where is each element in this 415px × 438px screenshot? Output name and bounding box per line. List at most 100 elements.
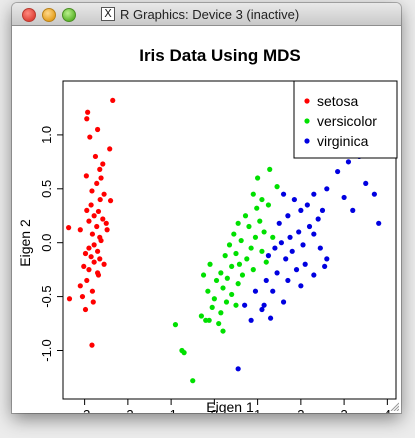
point-versicolor	[205, 288, 211, 294]
point-virginica	[311, 231, 317, 237]
y-tick-label: -1.0	[39, 339, 54, 361]
point-versicolor	[250, 191, 256, 197]
zoom-button[interactable]	[62, 8, 76, 22]
point-versicolor	[265, 202, 272, 208]
x11-icon: X	[101, 7, 115, 21]
point-versicolor	[181, 350, 187, 356]
point-setosa	[86, 267, 92, 273]
x-tick-label: -1	[165, 407, 177, 413]
x-tick-label: 3	[340, 407, 347, 413]
point-virginica	[296, 229, 302, 235]
y-tick-label: -0.5	[39, 285, 54, 307]
point-setosa	[90, 299, 96, 305]
point-setosa	[88, 202, 94, 208]
point-versicolor	[270, 234, 276, 240]
y-tick-label: 1.0	[39, 126, 54, 144]
x-tick-label: 1	[254, 407, 261, 413]
point-setosa	[89, 188, 95, 194]
legend-box	[293, 80, 398, 159]
legend-label-setosa: setosa	[317, 93, 358, 109]
point-setosa	[107, 198, 114, 204]
x-tick-label: -3	[79, 407, 91, 413]
point-setosa	[89, 288, 96, 294]
point-virginica	[319, 207, 326, 213]
point-setosa	[103, 220, 109, 226]
point-setosa	[66, 296, 73, 302]
point-versicolor	[211, 296, 217, 302]
axes: -3 -2 -1 0 1 2 3 4 -1.0 -0.5 0.0 0.5 1.0	[39, 126, 391, 413]
point-virginica	[311, 272, 317, 278]
point-virginica	[345, 159, 352, 165]
point-versicolor	[239, 272, 246, 278]
point-virginica	[285, 213, 291, 219]
point-versicolor	[190, 378, 196, 384]
point-versicolor	[236, 261, 243, 267]
point-versicolor	[235, 220, 241, 226]
point-setosa	[100, 216, 106, 222]
point-virginica	[259, 306, 265, 313]
point-versicolor	[206, 317, 212, 323]
point-versicolor	[259, 248, 265, 254]
legend: setosa versicolor virginica	[293, 80, 398, 159]
point-virginica	[289, 248, 295, 254]
point-setosa	[82, 250, 89, 257]
point-virginica	[341, 194, 347, 201]
point-setosa	[104, 227, 110, 233]
point-setosa	[97, 256, 103, 262]
point-versicolor	[261, 229, 267, 235]
point-setosa	[97, 166, 103, 172]
point-virginica	[280, 299, 287, 305]
resize-grip-icon[interactable]	[389, 401, 399, 411]
title-bar[interactable]: X R Graphics: Device 3 (inactive)	[12, 3, 401, 26]
point-setosa	[91, 242, 97, 248]
point-setosa	[101, 191, 107, 197]
legend-marker-setosa	[304, 98, 310, 104]
point-versicolor	[229, 291, 235, 298]
legend-marker-versicolor	[304, 118, 310, 124]
close-button[interactable]	[22, 8, 36, 22]
point-versicolor	[238, 237, 244, 244]
r-graphics-window: X R Graphics: Device 3 (inactive) Iris D…	[12, 3, 401, 413]
x-tick-label: 0	[211, 407, 218, 413]
point-virginica	[304, 202, 310, 208]
point-virginica	[293, 267, 300, 273]
point-virginica	[276, 220, 282, 226]
point-setosa	[110, 97, 116, 104]
point-setosa	[89, 342, 95, 348]
point-setosa	[100, 161, 106, 167]
plot-frame	[62, 80, 397, 400]
point-setosa	[82, 306, 89, 313]
legend-label-virginica: virginica	[317, 133, 369, 149]
point-setosa	[91, 213, 97, 219]
point-setosa	[98, 175, 104, 181]
point-versicolor	[216, 320, 222, 327]
point-versicolor	[213, 277, 220, 284]
point-versicolor	[257, 218, 263, 224]
point-setosa	[86, 218, 92, 224]
point-versicolor	[244, 256, 250, 262]
y-tick-label: 0.0	[39, 234, 54, 252]
point-virginica	[291, 196, 297, 203]
point-versicolor	[250, 267, 256, 273]
point-virginica	[371, 191, 377, 197]
y-axis-label: Eigen 2	[17, 219, 33, 267]
point-virginica	[324, 186, 330, 192]
point-versicolor	[218, 270, 224, 276]
point-versicolor	[200, 272, 207, 278]
point-virginica	[324, 256, 330, 262]
point-setosa	[77, 227, 83, 233]
point-virginica	[261, 302, 267, 308]
point-versicolor	[263, 259, 269, 265]
point-virginica	[285, 277, 291, 284]
point-versicolor	[226, 242, 233, 248]
point-setosa	[79, 293, 86, 300]
point-versicolor	[172, 322, 179, 328]
point-setosa	[83, 173, 89, 179]
point-versicolor	[209, 304, 215, 310]
point-setosa	[94, 180, 100, 187]
minimize-button[interactable]	[42, 8, 56, 22]
point-virginica	[350, 207, 356, 213]
point-setosa	[94, 248, 101, 254]
point-setosa	[91, 259, 97, 265]
point-setosa	[88, 254, 94, 260]
